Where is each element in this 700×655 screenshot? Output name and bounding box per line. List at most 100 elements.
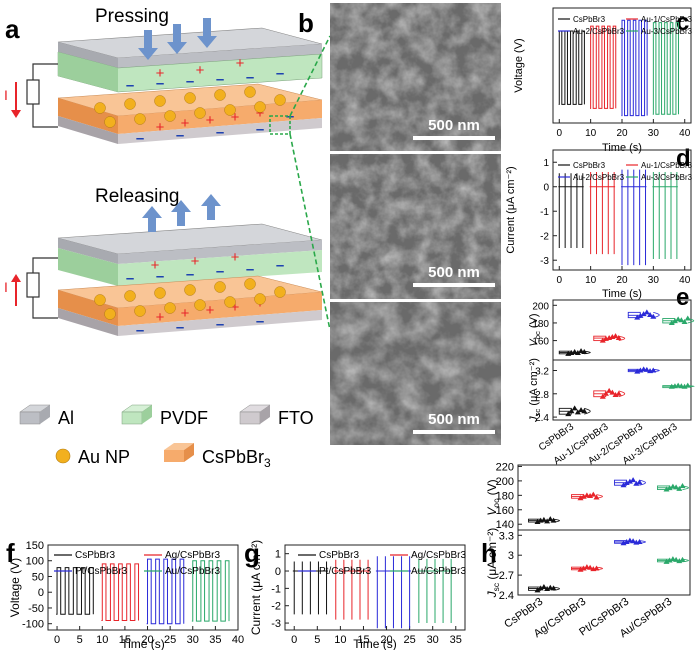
x-tick-label: 35 [209, 634, 221, 646]
x-tick-label: 20 [616, 128, 628, 139]
y-tick-label: 2.4 [499, 590, 514, 602]
x-axis-label: Time (s) [353, 637, 397, 650]
plus-charge-icon: + [236, 55, 245, 72]
au-nanoparticle-icon [104, 116, 116, 128]
au-nanoparticle-icon [164, 302, 176, 314]
legend-entry: CsPbBr3 [75, 550, 115, 561]
minus-charge-icon: – [256, 121, 264, 138]
y-axis-label: Voltage (V) [8, 558, 22, 617]
au-nanoparticle-icon [104, 308, 116, 320]
x-tick-label: 15 [119, 634, 131, 646]
x-tick-label: 25 [164, 634, 176, 646]
legend-entry: Pt/CsPbBr3 [319, 566, 372, 577]
au-nanoparticle-icon [164, 110, 176, 122]
minus-charge-icon: – [156, 268, 164, 285]
data-point-marker [640, 311, 647, 317]
au-nanoparticle-icon [224, 104, 236, 116]
au-nanoparticle-icon [194, 299, 206, 311]
y-tick-label: 0 [275, 566, 281, 578]
distribution-curve [584, 407, 591, 415]
legend-label-cspbbr3: CsPbBr3 [202, 447, 271, 470]
data-point-marker [578, 407, 585, 413]
csp-side [58, 290, 118, 326]
distribution-curve [687, 385, 695, 388]
y-axis-label: Voc (V) [485, 479, 501, 515]
releasing-device [57, 223, 323, 336]
y-tick-label: -50 [28, 603, 44, 615]
au-nanoparticle-icon [154, 287, 166, 299]
data-point-marker [620, 540, 627, 546]
x-tick-label: 40 [232, 634, 244, 646]
x-tick-label: 35 [450, 634, 462, 646]
scale-bar-label: 500 nm [428, 411, 480, 428]
sem-texture-icon [330, 154, 501, 299]
x-tick-label: 20 [141, 634, 153, 646]
plus-charge-icon: + [231, 299, 240, 316]
minus-charge-icon: – [176, 127, 184, 144]
al-top-side [58, 42, 118, 68]
legend-entry: Pt/CsPbBr3 [75, 566, 128, 577]
minus-charge-icon: – [276, 65, 284, 82]
data-point-marker [574, 409, 581, 415]
x-tick-label: 20 [616, 275, 628, 286]
data-point-marker [663, 486, 670, 492]
plot-frame [284, 544, 466, 631]
data-point-marker [671, 318, 678, 324]
data-point-marker [590, 491, 597, 497]
sem-image-2: 500 nm [330, 154, 501, 299]
minus-charge-icon: – [186, 266, 194, 283]
au-np-swatch-icon [55, 448, 71, 464]
y-tick-label: 2.4 [535, 413, 549, 424]
x-tick-label: 10 [96, 634, 108, 646]
scale-bar [413, 283, 495, 287]
y-tick-label: 160 [496, 505, 514, 517]
csp-side [58, 98, 118, 134]
data-point-marker [599, 337, 606, 343]
data-point-marker [666, 485, 673, 491]
series-line-Ag/CsPbBr3 [334, 559, 370, 620]
plus-charge-icon: + [156, 309, 165, 326]
distribution-curve [639, 479, 646, 486]
data-point-marker [647, 312, 654, 317]
plus-charge-icon: + [206, 302, 215, 319]
series-line-Au/CsPbBr3 [417, 558, 453, 624]
arrow-down-icon [167, 24, 187, 54]
x-tick-label: 0 [291, 634, 297, 646]
au-nanoparticle-icon [184, 284, 196, 296]
y-tick-label: 220 [496, 461, 514, 473]
minus-charge-icon: – [276, 257, 284, 274]
data-point-marker [623, 538, 630, 544]
au-nanoparticle-icon [154, 95, 166, 107]
x-tick-label: 10 [585, 275, 597, 286]
panel-label-c: c [676, 9, 689, 36]
data-point-marker [615, 334, 622, 340]
al-top-front [118, 240, 322, 264]
series-line-Au-3/CsPbBr3 [652, 172, 678, 259]
legend-entry: Au/CsPbBr3 [411, 566, 466, 577]
series-line-CsPbBr3 [558, 173, 584, 248]
plus-charge-icon: + [151, 257, 160, 274]
y-axis-label: Jsc (μA cm⁻²) [528, 358, 542, 423]
distribution-curve [596, 494, 604, 499]
data-point-marker [606, 387, 613, 393]
sem-texture-icon [330, 302, 501, 445]
inset-highlight-box [269, 115, 291, 135]
y-tick-label: -3 [271, 618, 281, 630]
x-tick-label: 30 [427, 634, 439, 646]
au-nanoparticle-icon [254, 293, 266, 305]
data-point-marker [534, 519, 541, 525]
panel-label-a: a [5, 14, 20, 44]
y-tick-label: -3 [540, 256, 549, 267]
au-nanoparticle-icon [254, 101, 266, 113]
x-tick-label: 40 [679, 128, 691, 139]
data-point-marker [587, 564, 594, 570]
x-tick-label: 10 [334, 634, 346, 646]
legend-entry: CsPbBr3 [573, 161, 606, 170]
scale-bar-label: 500 nm [428, 117, 480, 134]
data-point-marker [580, 565, 587, 571]
data-point-marker [565, 411, 572, 417]
data-point-marker [580, 493, 587, 499]
data-point-marker [540, 516, 547, 522]
data-point-marker [678, 317, 685, 323]
data-point-marker [673, 484, 680, 490]
